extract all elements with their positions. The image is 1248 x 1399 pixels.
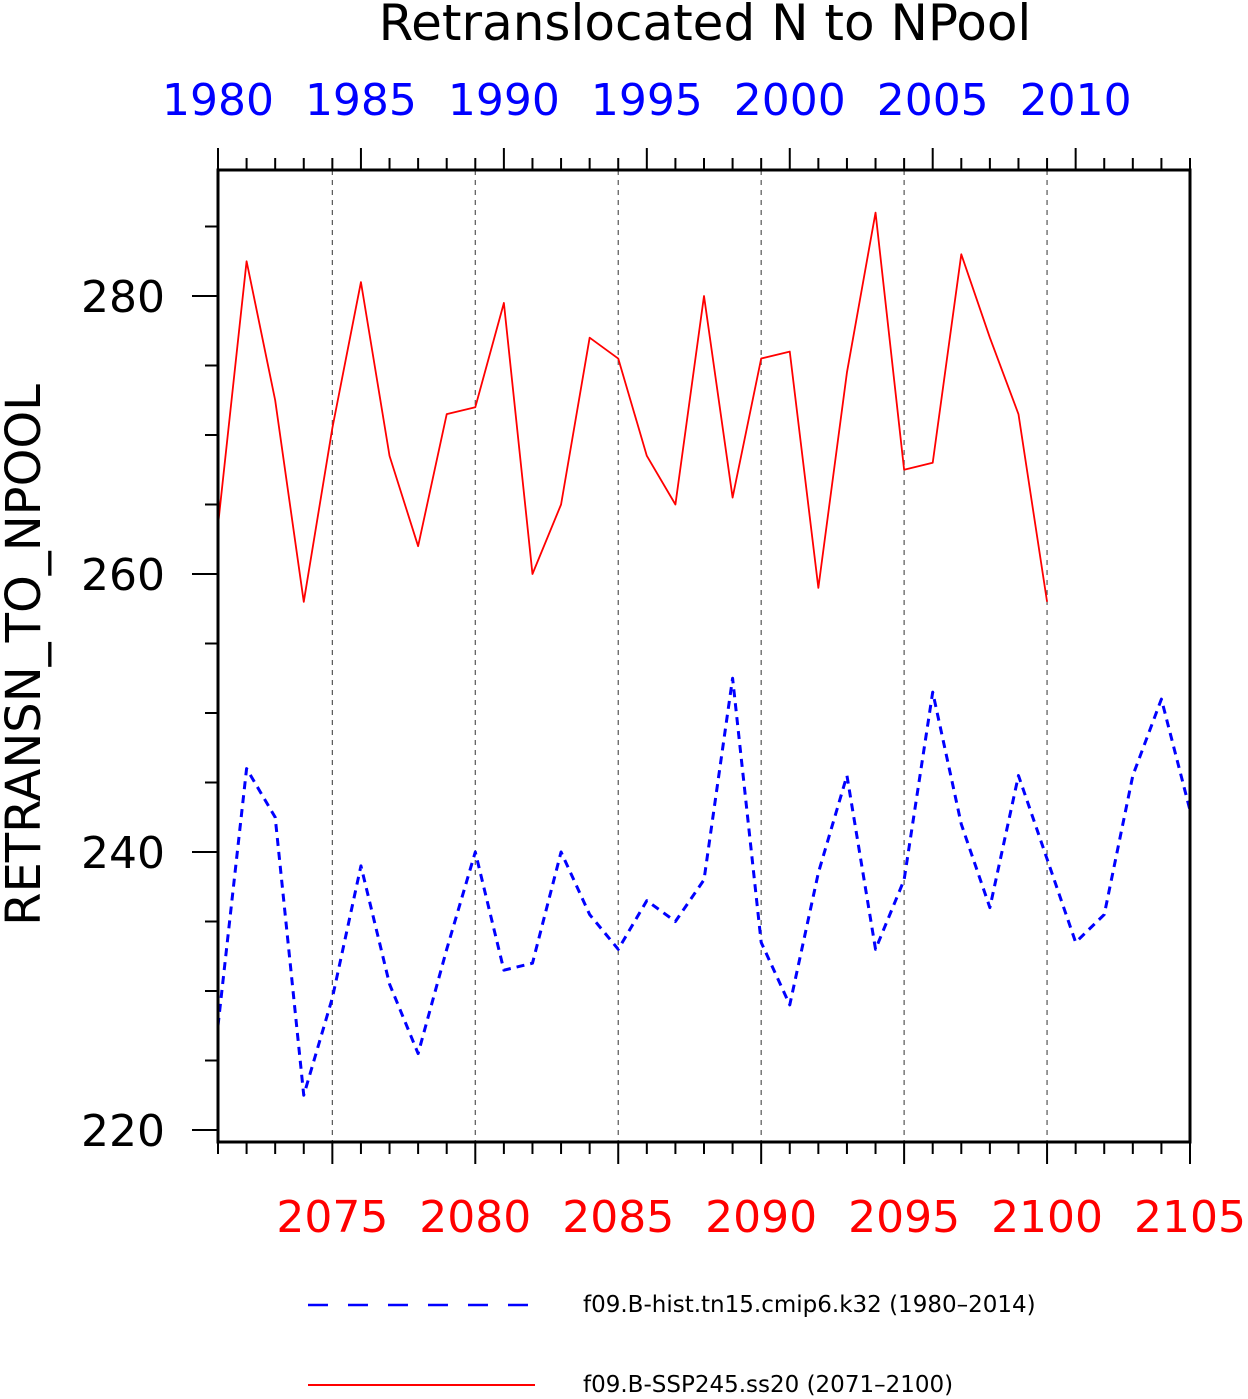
legend-label-ssp245: f09.B-SSP245.ss20 (2071–2100): [583, 1372, 953, 1398]
bottom-tick-label: 2080: [419, 1192, 531, 1243]
top-tick-label: 2000: [734, 75, 846, 126]
series-line-ssp245: [217, 211, 1048, 603]
bottom-tick-label: 2085: [562, 1192, 674, 1243]
y-axis-label: RETRANSN_TO_NPOOL: [0, 384, 52, 926]
vertical-grid: [331, 170, 1048, 1142]
series-line-hist: [216, 676, 1192, 1097]
bottom-tick-label: 2090: [705, 1192, 817, 1243]
bottom-tick-label: 2095: [848, 1192, 960, 1243]
legend-label-hist: f09.B-hist.tn15.cmip6.k32 (1980–2014): [583, 1292, 1036, 1318]
top-tick-label: 2010: [1020, 75, 1132, 126]
chart-title: Retranslocated N to NPool: [379, 0, 1032, 52]
y-axis-tick-labels: 220 240 260 280: [81, 272, 165, 1157]
axis-ticks: [192, 148, 1191, 1164]
top-tick-label: 2005: [877, 75, 989, 126]
plot-frame: [216, 168, 1192, 1144]
y-tick-label: 280: [81, 272, 165, 323]
legend: f09.B-hist.tn15.cmip6.k32 (1980–2014) f0…: [308, 1292, 1036, 1398]
bottom-axis-tick-labels: 2075 2080 2085 2090 2095 2100 2105: [276, 1192, 1246, 1243]
top-tick-label: 1985: [305, 75, 417, 126]
top-tick-label: 1995: [591, 75, 703, 126]
top-axis-tick-labels: 1980 1985 1990 1995 2000 2005 2010: [162, 75, 1132, 126]
top-tick-label: 1980: [162, 75, 274, 126]
y-tick-label: 220: [81, 1106, 165, 1157]
series-layer: [216, 211, 1192, 1097]
y-tick-label: 260: [81, 550, 165, 601]
y-tick-label: 240: [81, 828, 165, 879]
bottom-tick-label: 2100: [991, 1192, 1103, 1243]
bottom-tick-label: 2075: [276, 1192, 388, 1243]
top-tick-label: 1990: [448, 75, 560, 126]
bottom-tick-label: 2105: [1134, 1192, 1246, 1243]
